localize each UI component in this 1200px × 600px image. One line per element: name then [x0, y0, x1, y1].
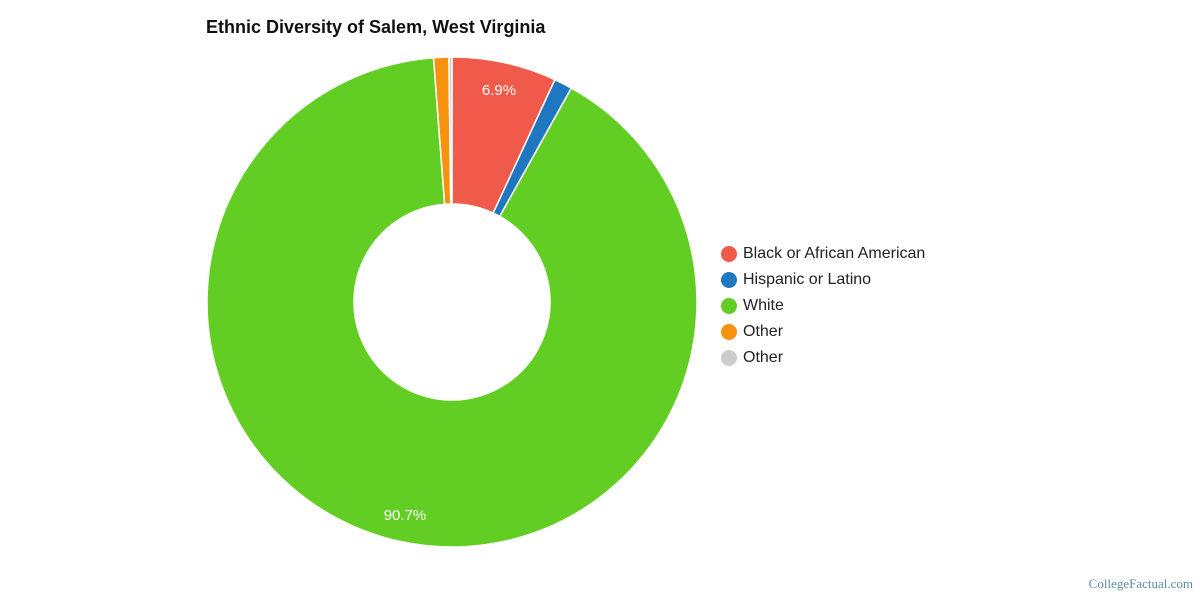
legend-dot-icon: [721, 246, 737, 262]
data-label: 90.7%: [384, 507, 427, 524]
slice-other[interactable]: [448, 56, 453, 205]
slice-white[interactable]: [206, 56, 698, 548]
legend-item-hispanic[interactable]: Hispanic or Latino: [721, 267, 925, 293]
credit-link[interactable]: CollegeFactual.com: [1088, 576, 1193, 591]
legend-dot-icon: [721, 272, 737, 288]
chart-title: Ethnic Diversity of Salem, West Virginia: [206, 17, 546, 37]
legend-dot-icon: [721, 324, 737, 340]
donut-slices: [206, 56, 698, 548]
legend-dot-icon: [721, 298, 737, 314]
legend-item-white[interactable]: White: [721, 293, 925, 319]
legend-item-other-gray[interactable]: Other: [721, 345, 925, 371]
legend-label: Hispanic or Latino: [743, 271, 872, 288]
legend-item-black[interactable]: Black or African American: [721, 241, 925, 267]
legend-label: White: [743, 297, 784, 314]
data-label: 6.9%: [482, 82, 516, 99]
slice-labels: 6.9% 90.7%: [384, 82, 516, 524]
legend-label: Black or African American: [743, 245, 926, 262]
legend-label: Other: [743, 323, 784, 340]
legend: Black or African American Hispanic or La…: [721, 241, 925, 371]
legend-label: Other: [743, 349, 784, 366]
legend-item-other-orange[interactable]: Other: [721, 319, 925, 345]
legend-dot-icon: [721, 350, 737, 366]
